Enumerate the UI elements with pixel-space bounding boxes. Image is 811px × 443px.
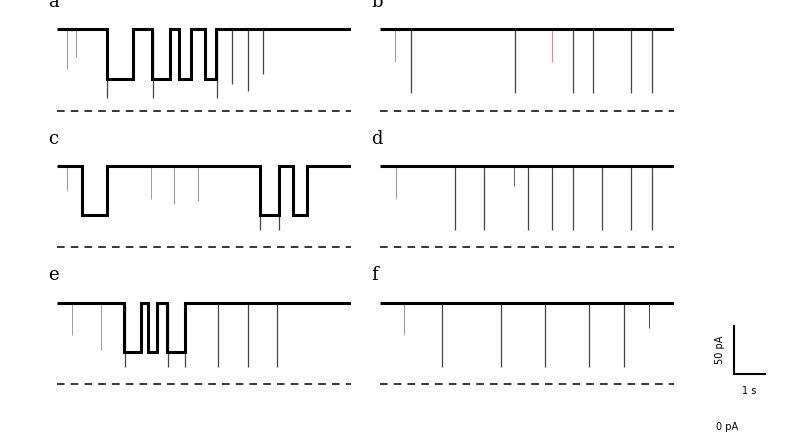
Text: e: e	[48, 267, 58, 284]
Text: f: f	[371, 267, 377, 284]
Text: 0 pA: 0 pA	[714, 422, 737, 432]
Text: a: a	[48, 0, 58, 11]
Text: 50 pA: 50 pA	[714, 336, 724, 364]
Text: d: d	[371, 130, 382, 148]
Text: c: c	[48, 130, 58, 148]
Text: b: b	[371, 0, 382, 11]
Text: 1 s: 1 s	[741, 386, 756, 396]
